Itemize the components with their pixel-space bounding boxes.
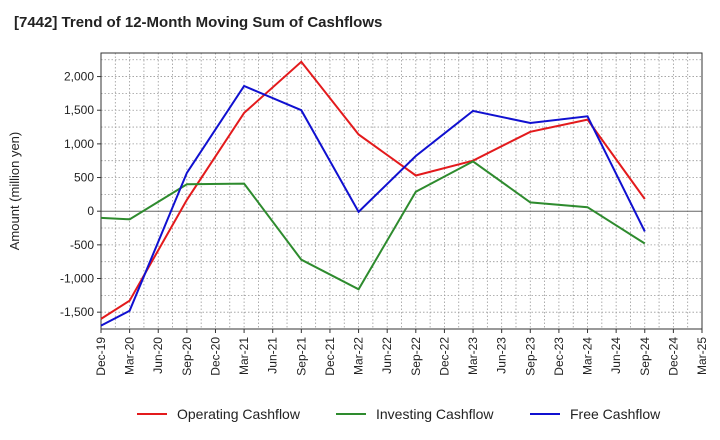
x-tick-label: Mar-23 xyxy=(466,337,480,375)
series-line-0 xyxy=(100,60,646,320)
x-tick-label: Dec-22 xyxy=(437,337,451,376)
x-tick-label: Jun-20 xyxy=(151,337,165,374)
plot-frame xyxy=(100,52,703,330)
x-tick-label: Mar-25 xyxy=(695,337,709,375)
x-tick-label: Mar-20 xyxy=(123,337,137,375)
legend-label-0: Operating Cashflow xyxy=(177,406,301,422)
x-tick-label: Dec-24 xyxy=(666,337,680,376)
legend-label-1: Investing Cashflow xyxy=(376,406,494,422)
grid-layer xyxy=(100,53,703,330)
y-tick-label: 1,000 xyxy=(64,137,94,151)
y-tick-label: -1,000 xyxy=(60,272,94,286)
x-tick-label: Mar-21 xyxy=(237,337,251,375)
x-tick-label: Dec-19 xyxy=(94,337,108,376)
x-tick-label: Sep-24 xyxy=(638,337,652,376)
x-tick-label: Sep-23 xyxy=(523,337,537,376)
chart-title: [7442] Trend of 12-Month Moving Sum of C… xyxy=(14,14,383,31)
series-line-2 xyxy=(100,84,646,327)
y-tick-label: 2,000 xyxy=(64,70,94,84)
x-tick-label: Dec-20 xyxy=(208,337,222,376)
x-tick-label: Mar-24 xyxy=(581,337,595,375)
x-tick-label: Sep-21 xyxy=(294,337,308,376)
label-layer: -1,500 -1,000 -500 0 500 1,000 1,500 2,000 Dec-1… xyxy=(7,70,709,376)
series-layer xyxy=(100,60,646,327)
x-tick-label: Sep-22 xyxy=(409,337,423,376)
x-tick-label: Jun-21 xyxy=(266,337,280,374)
x-tick-label: Jun-24 xyxy=(609,337,623,374)
y-tick-label: 1,500 xyxy=(64,103,94,117)
x-tick-label: Dec-21 xyxy=(323,337,337,376)
y-tick-label: -500 xyxy=(70,238,94,252)
axis-layer xyxy=(97,52,703,333)
legend-layer: Operating Cashflow Investing Cashflow Free… xyxy=(137,406,661,422)
y-tick-label: -1,500 xyxy=(60,305,94,319)
y-tick-label: 500 xyxy=(74,171,94,185)
x-tick-label: Jun-22 xyxy=(380,337,394,374)
y-axis-title: Amount (million yen) xyxy=(7,132,22,251)
series-line-1 xyxy=(100,160,646,291)
x-tick-label: Dec-23 xyxy=(552,337,566,376)
y-tick-label: 0 xyxy=(87,204,94,218)
x-tick-label: Sep-20 xyxy=(180,337,194,376)
x-tick-label: Jun-23 xyxy=(495,337,509,374)
legend-label-2: Free Cashflow xyxy=(570,406,661,422)
x-tick-label: Mar-22 xyxy=(352,337,366,375)
